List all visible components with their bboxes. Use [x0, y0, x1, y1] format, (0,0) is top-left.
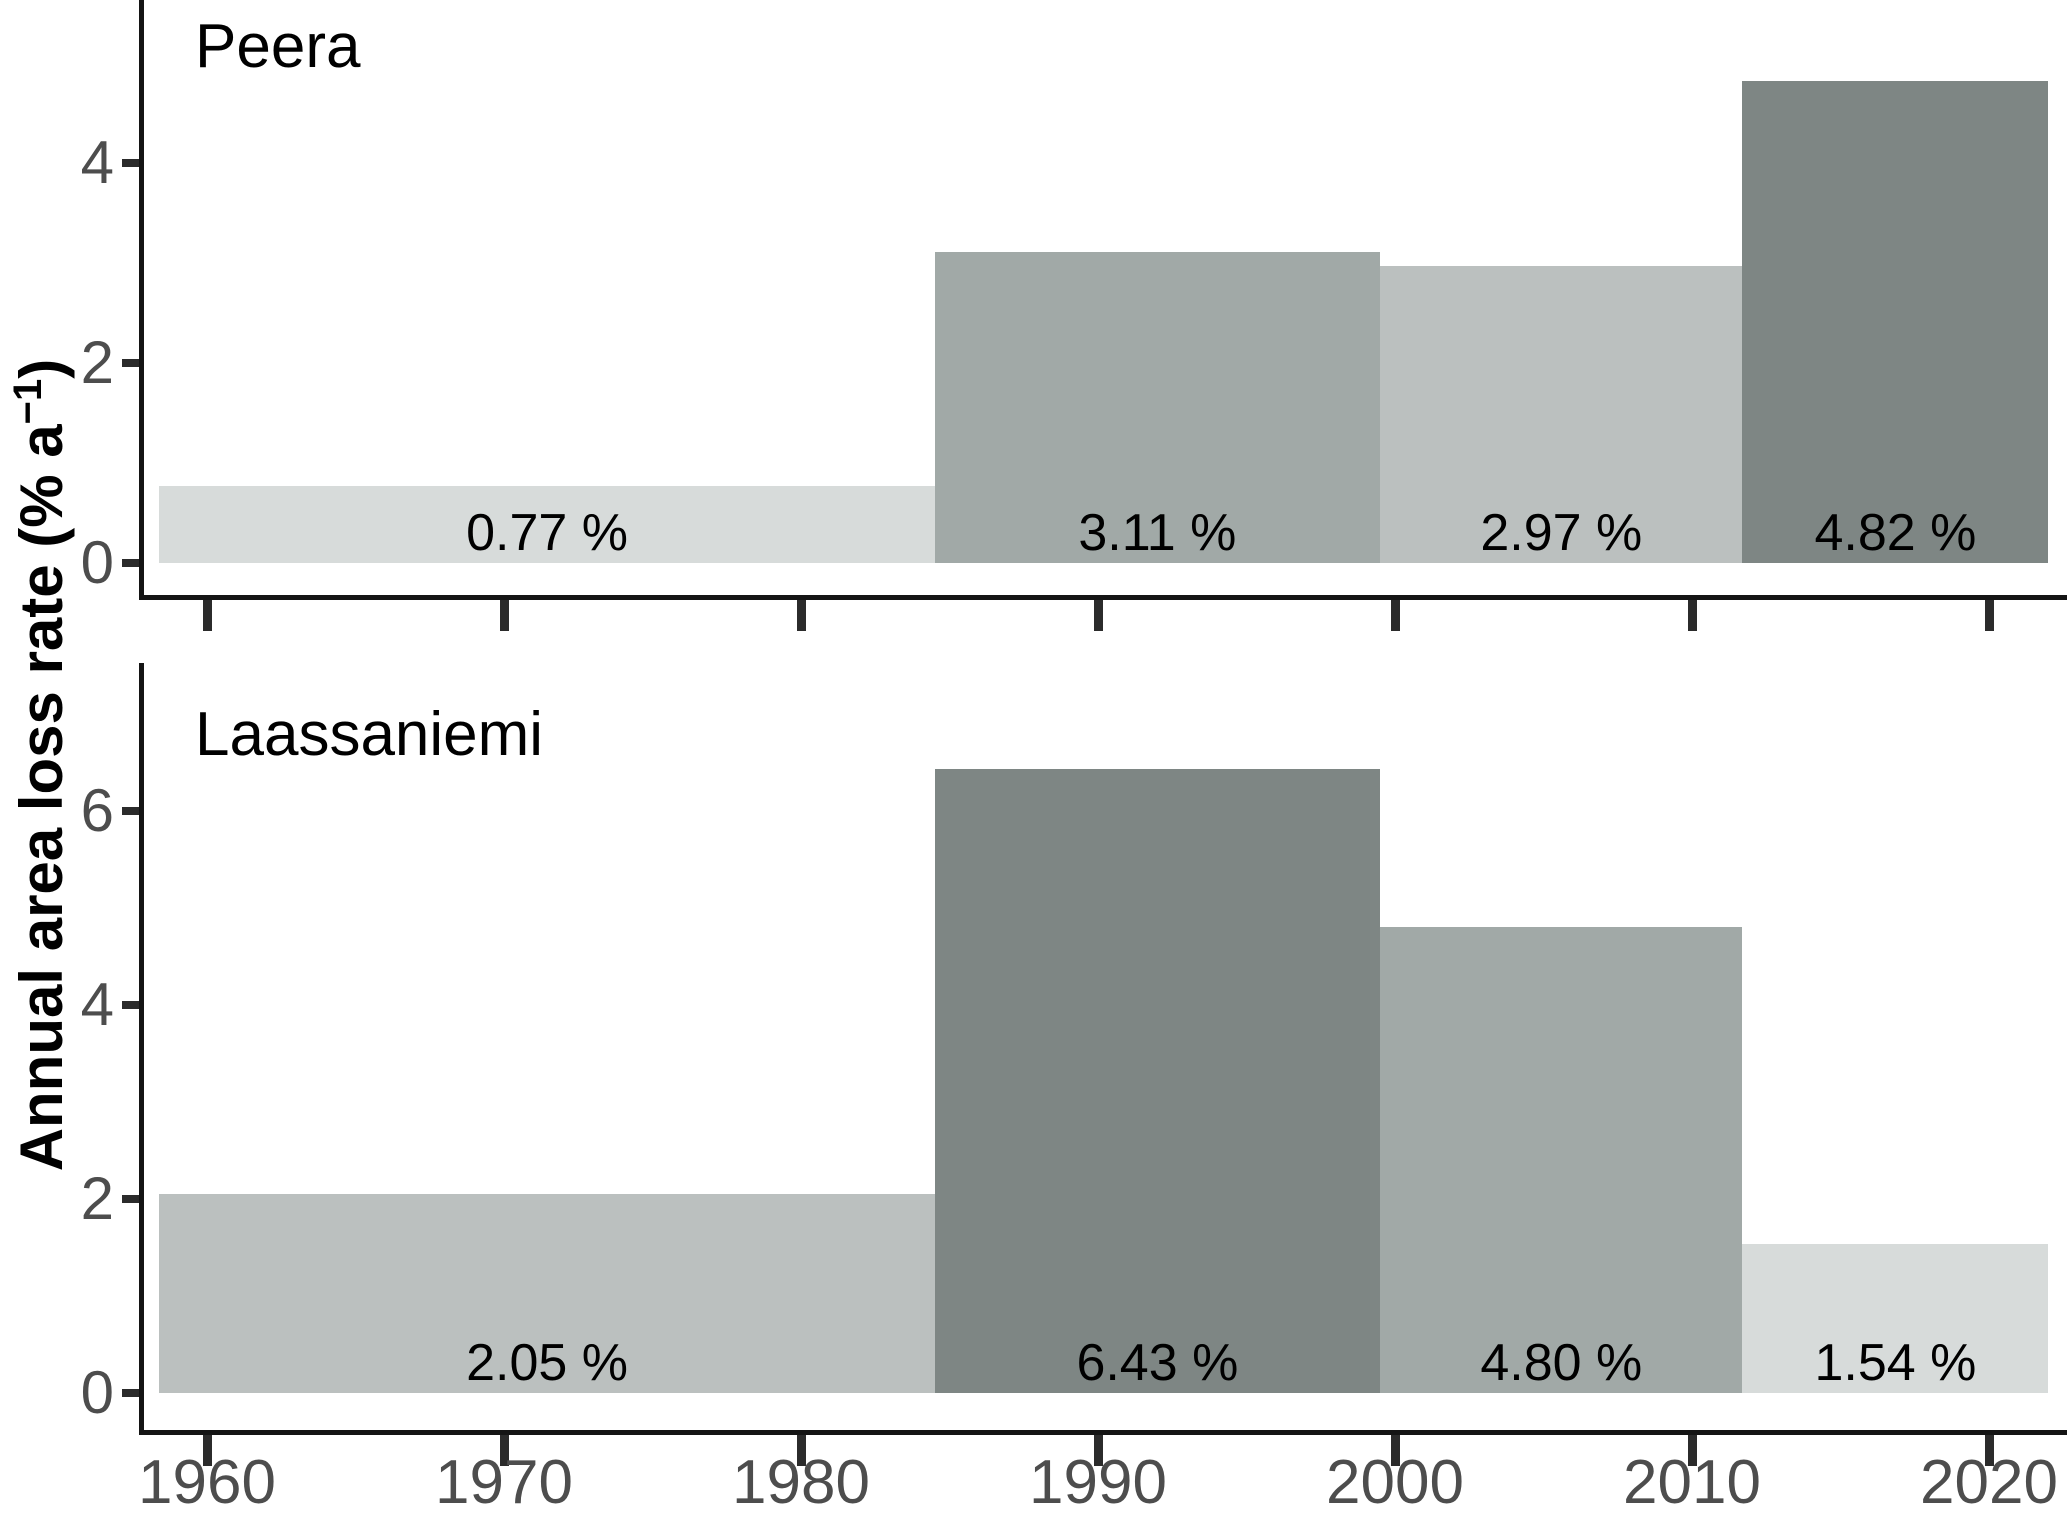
bar-peera-1	[934, 252, 1381, 563]
y-tick-mark-laassaniemi-1	[122, 1195, 139, 1203]
y-tick-label-peera-1: 2	[80, 329, 114, 396]
x-tick-mark-laassaniemi-2000	[1391, 1435, 1400, 1466]
bar-laassaniemi-1	[934, 769, 1381, 1393]
y-tick-label-laassaniemi-3: 6	[80, 777, 114, 844]
x-tick-mark-laassaniemi-1960	[203, 1435, 212, 1466]
bar-peera-2	[1380, 266, 1743, 563]
y-tick-mark-laassaniemi-0	[122, 1389, 139, 1397]
y-axis-line-laassaniemi	[139, 663, 144, 1435]
bar-peera-3	[1742, 81, 2049, 563]
x-tick-label-2000: 2000	[1326, 1448, 1464, 1517]
y-tick-label-peera-2: 4	[80, 129, 114, 196]
bar-laassaniemi-3	[1742, 1243, 2049, 1393]
x-tick-mark-laassaniemi-2010	[1688, 1435, 1697, 1466]
bar-laassaniemi-0	[159, 1194, 935, 1393]
bar-value-label-laassaniemi-1: 6.43 %	[1076, 1334, 1239, 1392]
x-tick-label-1970: 1970	[435, 1448, 573, 1517]
x-tick-label-2020: 2020	[1920, 1448, 2058, 1517]
x-tick-mark-laassaniemi-1990	[1094, 1435, 1103, 1466]
panel-title-laassaniemi: Laassaniemi	[195, 700, 544, 769]
bar-value-label-peera-0: 0.77 %	[466, 504, 628, 562]
bar-value-label-laassaniemi-2: 4.80 %	[1480, 1334, 1643, 1392]
panel-title-peera: Peera	[195, 12, 361, 81]
bar-value-label-laassaniemi-0: 2.05 %	[466, 1334, 628, 1392]
x-tick-mark-laassaniemi-2020	[1985, 1435, 1994, 1466]
x-axis-line-peera	[139, 595, 2067, 600]
x-tick-label-1980: 1980	[732, 1448, 870, 1517]
y-axis-label: Annual area loss rate (% a−1)	[6, 359, 75, 1172]
x-tick-mark-peera-1970	[500, 600, 509, 631]
x-tick-mark-peera-1990	[1094, 600, 1103, 631]
y-tick-mark-peera-2	[122, 159, 139, 167]
bar-value-label-peera-2: 2.97 %	[1480, 504, 1643, 562]
bar-peera-0	[159, 486, 935, 563]
y-tick-label-laassaniemi-1: 2	[80, 1165, 114, 1232]
x-tick-mark-peera-2000	[1391, 600, 1400, 631]
bar-value-label-peera-3: 4.82 %	[1814, 504, 1977, 562]
x-tick-mark-peera-2020	[1985, 600, 1994, 631]
y-axis-line-peera	[139, 0, 144, 600]
y-tick-mark-peera-0	[122, 559, 139, 567]
y-tick-label-peera-0: 0	[80, 529, 114, 596]
y-tick-label-laassaniemi-2: 4	[80, 971, 114, 1038]
x-tick-label-1990: 1990	[1029, 1448, 1167, 1517]
x-tick-mark-peera-1960	[203, 600, 212, 631]
y-tick-label-laassaniemi-0: 0	[80, 1359, 114, 1426]
y-tick-mark-peera-1	[122, 359, 139, 367]
y-tick-mark-laassaniemi-2	[122, 1001, 139, 1009]
x-tick-mark-peera-2010	[1688, 600, 1697, 631]
x-axis-line-laassaniemi	[139, 1430, 2067, 1435]
bar-value-label-laassaniemi-3: 1.54 %	[1814, 1334, 1977, 1392]
x-tick-label-2010: 2010	[1623, 1448, 1761, 1517]
x-tick-mark-laassaniemi-1970	[500, 1435, 509, 1466]
bar-value-label-peera-1: 3.11 %	[1078, 504, 1237, 562]
y-tick-mark-laassaniemi-3	[122, 807, 139, 815]
x-tick-label-1960: 1960	[138, 1448, 276, 1517]
bar-laassaniemi-2	[1380, 927, 1743, 1393]
x-tick-mark-peera-1980	[797, 600, 806, 631]
x-tick-mark-laassaniemi-1980	[797, 1435, 806, 1466]
